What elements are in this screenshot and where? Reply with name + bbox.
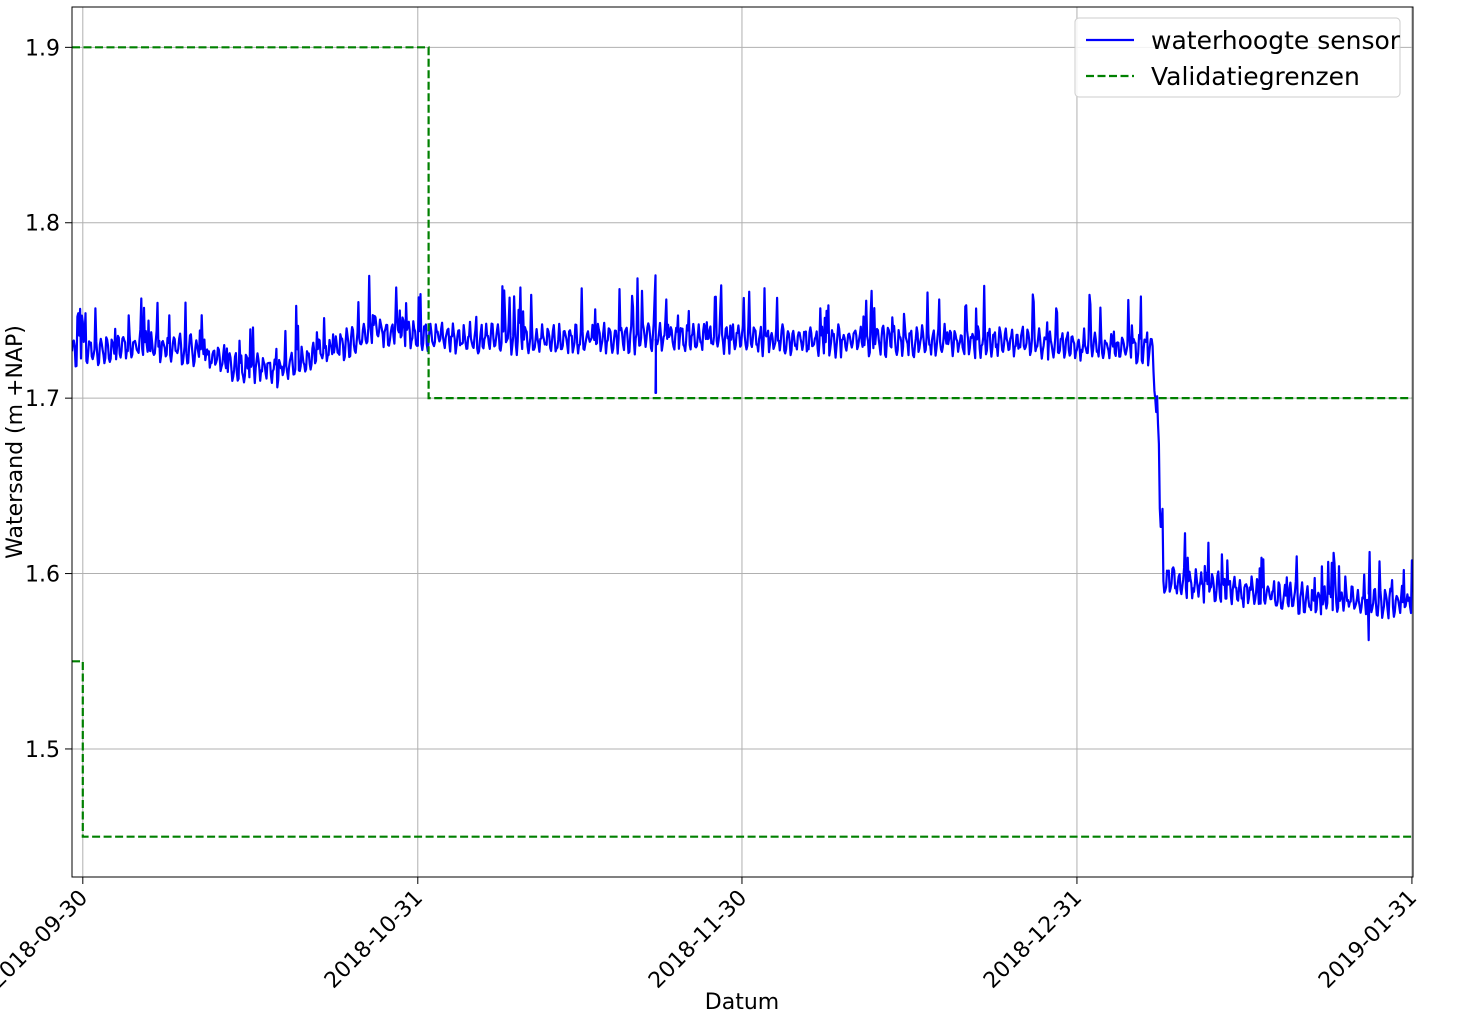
plot-background xyxy=(72,7,1413,877)
y-tick-label: 1.6 xyxy=(25,563,60,588)
y-tick-label: 1.8 xyxy=(25,212,60,237)
legend: waterhoogte sensor Validatiegrenzen xyxy=(1074,17,1401,98)
x-tick-label: 2018-12-31 xyxy=(979,886,1087,994)
x-tick-label: 2018-10-31 xyxy=(320,886,428,994)
x-tick-label: 2019-01-31 xyxy=(1314,886,1422,994)
x-tick-label: 2018-11-30 xyxy=(644,886,752,994)
y-tick-label: 1.7 xyxy=(25,387,60,412)
legend-box xyxy=(1074,17,1401,98)
legend-entry-label: Validatiegrenzen xyxy=(1151,62,1360,91)
x-tick-label: 2018-09-30 xyxy=(0,886,93,994)
legend-entry-label: waterhoogte sensor xyxy=(1151,26,1401,55)
series-line-waterhoogte-sensor xyxy=(72,274,1413,642)
validation-upper-bound xyxy=(72,46,1412,400)
y-tick-label: 1.9 xyxy=(25,36,60,61)
x-axis-label: Datum xyxy=(705,990,779,1015)
y-tick-label: 1.5 xyxy=(25,738,60,763)
plot-frame xyxy=(71,6,1414,878)
series-layer xyxy=(72,46,1413,838)
validation-lower-bound xyxy=(72,660,1412,838)
y-axis-label: Watersand (m +NAP) xyxy=(3,325,28,559)
